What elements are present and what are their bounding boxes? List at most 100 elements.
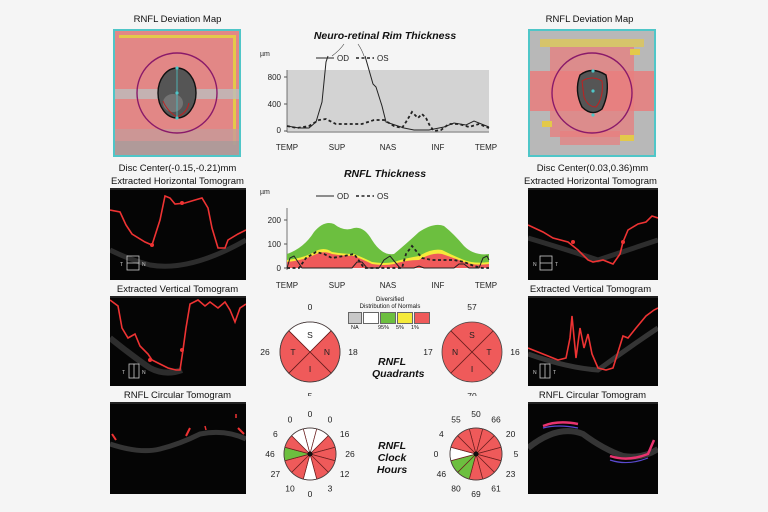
right-circular-tomogram-title: RNFL Circular Tomogram — [538, 390, 647, 401]
right-vertical-orient-n: N — [533, 370, 537, 376]
right-horizontal-tomogram-title: Extracted Horizontal Tomogram — [524, 176, 657, 187]
right-circular-tomogram — [526, 402, 660, 494]
rnfl-legend-od: OD — [337, 192, 349, 201]
clock-title-line3: Hours — [376, 464, 408, 476]
rim-chart-title: Neuro-retinal Rim Thickness — [313, 30, 457, 42]
rnfl-xtick-nas: NAS — [380, 281, 396, 290]
rim-ytick-0: 0 — [277, 126, 282, 135]
rnfl-xtick-temp-left: TEMP — [276, 281, 298, 290]
rim-unit-label: µm — [260, 51, 270, 58]
od-clock-value: 27 — [271, 469, 281, 479]
od-clock-value: 0 — [308, 409, 313, 419]
right-vertical-tomogram: N T — [527, 296, 660, 386]
rnfl-xtick-inf: INF — [432, 281, 445, 290]
legend-label-1: 1% — [411, 325, 419, 331]
od-quad-s-value: 0 — [308, 302, 313, 312]
left-horizontal-orient-n: N — [142, 262, 146, 268]
od-quadrants: 0 26 18 5 S T N I — [256, 300, 366, 401]
od-quad-n-value: 18 — [348, 347, 358, 357]
rnfl-ytick-100: 100 — [268, 240, 282, 249]
os-quad-i-value: 70 — [467, 391, 477, 396]
od-clock-value: 26 — [345, 449, 355, 459]
rim-legend-od: OD — [337, 54, 349, 63]
od-clock-value: 6 — [273, 429, 278, 439]
left-vertical-orient-n: N — [142, 370, 146, 376]
os-clock-value: 0 — [434, 449, 439, 459]
os-clock-value: 69 — [471, 489, 481, 499]
right-horizontal-orient-t: T — [555, 262, 558, 268]
rim-xtick-temp-left: TEMP — [276, 143, 298, 152]
rnfl-thickness-chart: µm OD OS 200 100 0 TEMP SUP NAS INF TEMP — [254, 180, 504, 295]
rnfl-ytick-200: 200 — [268, 216, 282, 225]
legend-label-95: 95% — [378, 325, 390, 331]
clock-title-line1: RNFL — [378, 440, 406, 452]
od-quad-n-label: N — [324, 347, 330, 357]
os-clock-value: 55 — [451, 414, 461, 424]
od-clock-value: 0 — [328, 414, 333, 424]
legend-swatch-na — [348, 312, 362, 324]
legend-title-line2: Distribution of Normals — [359, 304, 421, 310]
rim-thickness-chart: µm OD OS 800 400 0 TEMP SUP NAS INF TEMP — [254, 42, 504, 157]
od-quad-t-value: 26 — [260, 347, 270, 357]
rim-ytick-400: 400 — [268, 100, 282, 109]
legend-swatch-red — [414, 312, 430, 324]
os-clock-value: 20 — [506, 429, 516, 439]
od-clock-value: 10 — [285, 484, 295, 494]
od-clock-value: 16 — [340, 429, 350, 439]
left-horizontal-orient-t: T — [120, 262, 123, 268]
rim-xtick-sup: SUP — [329, 143, 345, 152]
od-clock-value: 46 — [265, 449, 275, 459]
right-deviation-map — [528, 29, 656, 157]
os-clock-value: 61 — [491, 484, 501, 494]
os-clock-value: 50 — [471, 409, 481, 419]
od-clock-value: 3 — [328, 484, 333, 494]
os-clock-value: 4 — [439, 429, 444, 439]
od-clock-value: 0 — [288, 414, 293, 424]
left-circular-tomogram — [109, 402, 248, 494]
rim-ytick-800: 800 — [268, 73, 282, 82]
left-horizontal-tomogram: T N — [108, 188, 248, 280]
rnfl-chart-title: RNFL Thickness — [343, 168, 427, 180]
right-horizontal-orient-n: N — [533, 262, 537, 268]
os-clock-value: 66 — [491, 414, 501, 424]
os-quad-t-label: T — [486, 347, 491, 357]
os-quad-t-value: 16 — [510, 347, 520, 357]
od-clock-value: 0 — [308, 489, 313, 499]
os-quad-s-value: 57 — [467, 302, 477, 312]
left-horizontal-tomogram-title: Extracted Horizontal Tomogram — [111, 176, 244, 187]
legend-label-na: NA — [351, 325, 359, 331]
clock-hours-title: RNFL Clock Hours — [372, 440, 412, 476]
os-clock-value: 23 — [506, 469, 516, 479]
os-quad-n-value: 17 — [423, 347, 433, 357]
od-clock-hours: 0 0 16 26 12 3 0 10 27 46 6 0 — [252, 398, 368, 504]
right-vertical-orient-t: T — [553, 370, 556, 376]
rnfl-xtick-temp-right: TEMP — [475, 281, 497, 290]
right-vertical-tomogram-title: Extracted Vertical Tomogram — [529, 284, 652, 295]
os-clock-hours: 50 66 20 5 23 61 69 80 46 0 4 55 — [418, 398, 534, 504]
rim-xtick-nas: NAS — [380, 143, 396, 152]
os-quad-n-label: N — [452, 347, 458, 357]
quadrants-title: RNFL Quadrants — [372, 356, 425, 380]
legend-swatch-green — [380, 312, 396, 324]
rim-xtick-inf: INF — [432, 143, 445, 152]
od-quad-t-label: T — [290, 347, 295, 357]
left-vertical-tomogram: T N — [108, 296, 247, 386]
left-circular-tomogram-title: RNFL Circular Tomogram — [123, 390, 232, 401]
od-quad-i-value: 5 — [308, 391, 313, 396]
rim-xtick-temp-right: TEMP — [475, 143, 497, 152]
right-horizontal-tomogram: N T — [527, 188, 659, 280]
quadrants-title-line2: Quadrants — [372, 368, 425, 380]
left-vertical-tomogram-title: Extracted Vertical Tomogram — [116, 284, 239, 295]
os-clock-value: 80 — [451, 484, 461, 494]
legend-title-line1: Diversified — [375, 297, 404, 303]
od-quad-i-label: I — [309, 364, 311, 374]
right-deviation-map-title: RNFL Deviation Map — [545, 14, 634, 25]
clock-title-line2: Clock — [377, 452, 407, 464]
left-deviation-map-title: RNFL Deviation Map — [133, 14, 222, 25]
legend-label-5: 5% — [396, 325, 404, 331]
left-disc-center: Disc Center(-0.15,-0.21)mm — [118, 163, 237, 174]
left-vertical-orient-t: T — [122, 370, 125, 376]
rim-legend-os: OS — [377, 54, 389, 63]
os-clock-value: 46 — [437, 469, 447, 479]
left-deviation-map — [113, 29, 241, 157]
